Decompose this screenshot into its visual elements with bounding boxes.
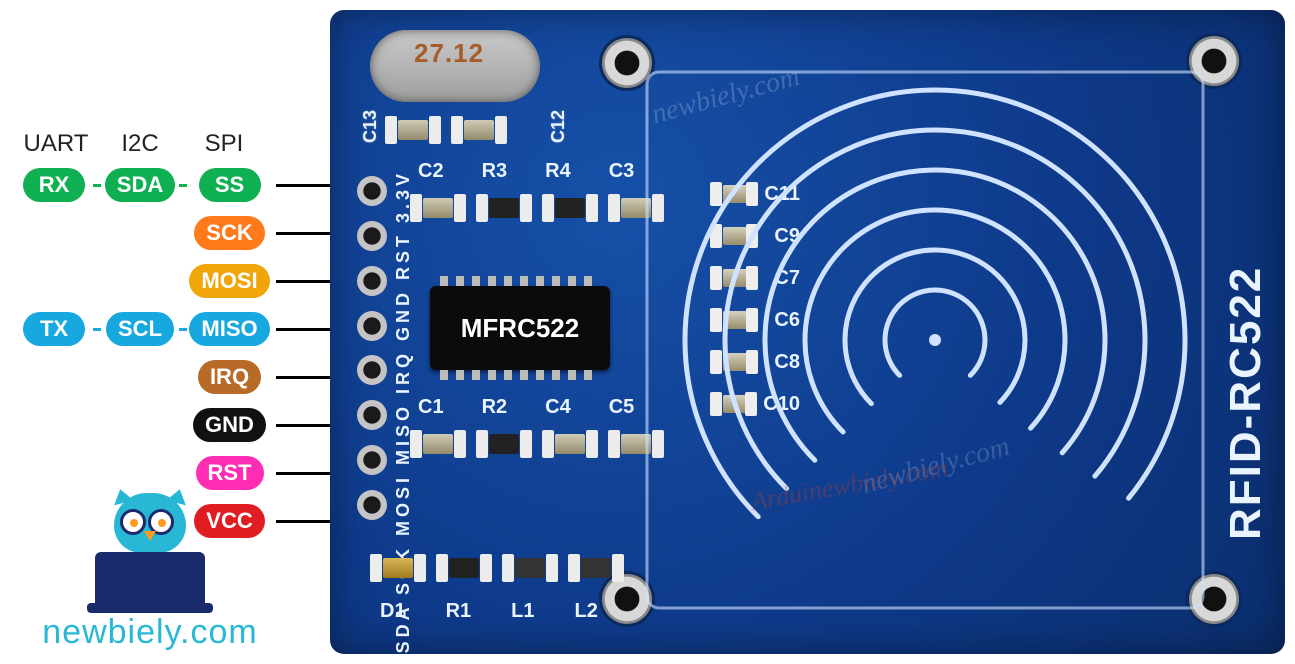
pill-spi-ss: SS [199,168,261,202]
silk-label: C1 [418,396,444,419]
pin-header [350,170,394,526]
pill-spi-sck: SCK [194,216,264,250]
silk-label: R3 [482,160,508,183]
pill-i2c-sda: SDA [105,168,175,202]
pill-uart-tx: TX [23,312,85,346]
pinout-panel: UART I2C SPI RX SDA SS SCK MOSI TX SCL MISO IRQ G… [15,130,335,542]
smd-cluster [385,112,545,148]
silk-label: C13 [360,110,381,143]
pin-row: RX SDA SS [15,164,335,206]
crystal-value: 27.12 [414,38,484,69]
owl-icon [90,487,210,607]
silk-row: C1 R2 C4 C5 [418,396,634,419]
chip-label: MFRC522 [461,313,579,344]
smd-cluster [370,550,624,586]
pill-spi-irq: IRQ [198,360,261,394]
protocol-headers: UART I2C SPI [15,130,335,158]
wire [276,472,335,475]
wire [276,280,335,283]
header-uart: UART [20,130,92,158]
silk-label: C5 [609,396,635,419]
wire [276,376,335,379]
pin-row: GND [15,404,335,446]
pin-rows: RXSDASSSCKMOSITXSCLMISOIRQGNDRSTVCC [15,164,335,542]
brand-text: newbiely.com [30,613,270,652]
smd-cluster [410,426,664,462]
silk-label: R1 [446,600,472,623]
pill-spi-rst: RST [196,456,264,490]
silk-row: D1 R1 L1 L2 [380,600,598,623]
wire [276,184,335,187]
pcb-board: 27.12 C13 C12 C2 R3 R4 C3 SDA SCK MOSI M… [330,10,1285,654]
antenna-coil [635,60,1215,620]
silk-label: L2 [575,600,598,623]
silk-label: C2 [418,160,444,183]
silk-row: C2 R3 R4 C3 [418,160,634,183]
wire [276,520,335,523]
pin-row: SCK [15,212,335,254]
main-ic: MFRC522 [430,286,610,370]
header-spi: SPI [188,130,260,158]
smd-cluster [410,190,664,226]
pill-spi-gnd: GND [193,408,266,442]
board-name: RFID-RC522 [1221,140,1271,540]
silk-label: D1 [380,600,406,623]
silk-label: C3 [609,160,635,183]
pill-uart-rx: RX [23,168,85,202]
wire [276,328,335,331]
silk-label: C12 [548,110,569,143]
silk-label: C4 [545,396,571,419]
crystal-oscillator: 27.12 [370,30,540,102]
pill-spi-mosi: MOSI [189,264,269,298]
silk-label: R4 [545,160,571,183]
pin-row: MOSI [15,260,335,302]
pin-row: IRQ [15,356,335,398]
pill-spi-miso: MISO [189,312,269,346]
wire [276,232,335,235]
header-i2c: I2C [106,130,174,158]
wire [276,424,335,427]
diagram-root: UART I2C SPI RX SDA SS SCK MOSI TX SCL MISO IRQ G… [0,0,1295,664]
pin-row: TX SCL MISO [15,308,335,350]
silk-label: R2 [482,396,508,419]
silk-label: L1 [511,600,534,623]
brand-logo: newbiely.com [30,487,270,652]
pill-i2c-scl: SCL [106,312,174,346]
